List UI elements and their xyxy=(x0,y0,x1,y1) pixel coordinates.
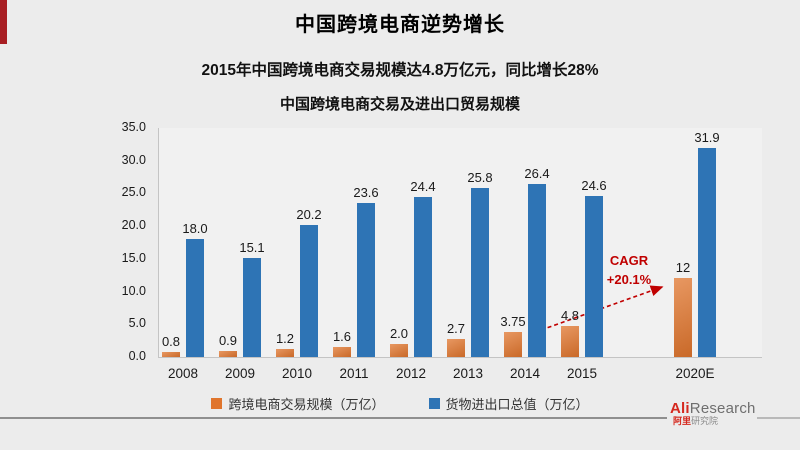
y-axis-line xyxy=(158,128,159,357)
bar-value-label: 4.8 xyxy=(560,308,580,323)
bar-series2-2011 xyxy=(357,203,375,357)
footer-divider-right xyxy=(757,417,800,419)
bar-value-label: 26.4 xyxy=(524,166,550,181)
bar-value-label: 1.6 xyxy=(332,329,352,344)
page-subtitle: 2015年中国跨境电商交易规模达4.8万亿元，同比增长28% xyxy=(201,62,599,79)
bar-value-label: 0.9 xyxy=(218,333,238,348)
bar-series1-2010 xyxy=(276,349,294,357)
logo-brand-secondary: Research xyxy=(689,400,756,417)
bar-series1-2008 xyxy=(162,352,180,357)
x-tick-label: 2014 xyxy=(509,366,541,381)
y-tick-label: 0.0 xyxy=(128,349,146,363)
y-tick-label: 25.0 xyxy=(121,185,146,200)
x-tick-label: 2015 xyxy=(566,366,598,381)
bar-value-label: 20.2 xyxy=(296,207,322,222)
y-tick-label: 20.0 xyxy=(121,218,146,233)
footer-divider-left xyxy=(0,417,667,419)
bar-series1-2009 xyxy=(219,351,237,357)
bar-value-label: 0.8 xyxy=(161,334,181,349)
chart-title: 中国跨境电商交易及进出口贸易规模 xyxy=(279,96,520,113)
legend-label: 跨境电商交易规模（万亿） xyxy=(228,397,385,412)
cagr-annotation: CAGR +20.1% xyxy=(586,251,672,289)
x-tick-label: 2008 xyxy=(167,366,199,381)
bar-value-label: 18.0 xyxy=(182,221,208,236)
bar-value-label: 24.6 xyxy=(581,178,607,193)
slide-accent-bar xyxy=(0,0,7,44)
bar-value-label: 23.6 xyxy=(353,185,379,200)
bar-series2-2013 xyxy=(471,188,489,357)
x-axis-line xyxy=(158,357,762,358)
bar-series2-2020E xyxy=(698,148,716,357)
chart-legend: 跨境电商交易规模（万亿） 货物进出口总值（万亿） xyxy=(0,394,800,413)
bar-value-label: 24.4 xyxy=(410,179,436,194)
logo-sub-primary: 阿里 xyxy=(673,416,692,426)
bar-series2-2014 xyxy=(528,184,546,357)
logo-sub-secondary: 研究院 xyxy=(691,416,719,426)
x-tick-label: 2012 xyxy=(395,366,427,381)
bar-value-label: 12 xyxy=(675,260,691,275)
bar-value-label: 3.75 xyxy=(500,314,526,329)
y-tick-label: 35.0 xyxy=(121,120,146,134)
legend-swatch xyxy=(428,398,440,409)
x-tick-label: 2011 xyxy=(339,366,369,381)
cagr-annotation-line2: +20.1% xyxy=(606,272,652,287)
bar-series2-2010 xyxy=(300,225,318,357)
y-tick-label: 10.0 xyxy=(121,283,146,298)
bar-value-label: 1.2 xyxy=(275,331,295,346)
bar-series2-2015 xyxy=(585,196,603,357)
cagr-annotation-line1: CAGR xyxy=(609,253,649,268)
y-tick-label: 15.0 xyxy=(121,250,146,265)
bar-value-label: 25.8 xyxy=(467,170,493,185)
bar-series1-2013 xyxy=(447,339,465,357)
x-tick-label: 2009 xyxy=(224,366,256,381)
bar-value-label: 2.7 xyxy=(446,321,466,336)
legend-label: 货物进出口总值（万亿） xyxy=(445,397,589,412)
y-tick-label: 5.0 xyxy=(128,316,146,331)
bar-series2-2008 xyxy=(186,239,204,357)
logo-brand-primary: Ali xyxy=(670,400,690,417)
x-tick-label: 2013 xyxy=(452,366,484,381)
bar-series1-2014 xyxy=(504,332,522,357)
bar-series1-2015 xyxy=(561,326,579,357)
bar-value-label: 31.9 xyxy=(694,130,720,145)
aliresearch-logo: AliResearch 阿里研究院 xyxy=(670,401,756,427)
aliresearch-logo-chinese: 阿里研究院 xyxy=(673,416,756,427)
aliresearch-logo-wordmark: AliResearch xyxy=(670,401,756,416)
y-tick-label: 30.0 xyxy=(121,152,146,167)
x-tick-label: 2010 xyxy=(281,366,313,381)
bar-series2-2012 xyxy=(414,197,432,357)
legend-item-series1: 跨境电商交易规模（万亿） xyxy=(211,394,385,413)
bar-value-label: 15.1 xyxy=(239,240,265,255)
bar-series1-2020E xyxy=(674,278,692,357)
x-tick-label: 2020E xyxy=(675,366,715,381)
legend-item-series2: 货物进出口总值（万亿） xyxy=(428,394,589,413)
bar-series1-2012 xyxy=(390,344,408,357)
bar-series2-2009 xyxy=(243,258,261,357)
bar-series1-2011 xyxy=(333,347,351,357)
bar-value-label: 2.0 xyxy=(389,326,409,341)
page-title: 中国跨境电商逆势增长 xyxy=(295,14,505,36)
legend-swatch xyxy=(211,398,223,409)
